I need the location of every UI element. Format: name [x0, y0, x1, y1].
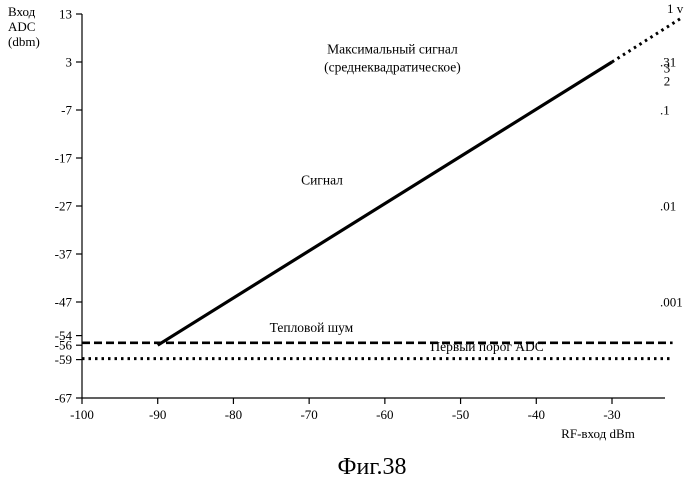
y-tick-label: -59 [55, 352, 72, 367]
y-axis-title-line: Вход [8, 4, 36, 19]
annotation-label: Максимальный сигнал [327, 41, 458, 56]
annotations: Максимальный сигнал (среднеквадратическое… [270, 41, 544, 354]
right-scale-label: .001 [660, 295, 683, 310]
y-tick-label: -56 [55, 338, 73, 353]
x-axis-ticks: -100 -90 -80 -70 -60 -50 -40 -30 [70, 398, 621, 422]
right-scale-label: .01 [660, 199, 676, 214]
x-tick-label: -90 [149, 407, 166, 422]
y-tick-label: -37 [55, 247, 73, 262]
y-tick-label: -47 [55, 295, 73, 310]
y-tick-label: 13 [59, 7, 72, 22]
x-tick-label: -100 [70, 407, 94, 422]
x-tick-label: -60 [376, 407, 393, 422]
x-tick-label: -40 [528, 407, 545, 422]
y-tick-label: 3 [66, 55, 73, 70]
right-scale-labels: 1 v.3132.1.01.001 [660, 1, 684, 310]
right-scale-label: .1 [660, 103, 670, 118]
y-tick-label: -17 [55, 151, 73, 166]
right-scale-label: 1 v [667, 1, 684, 16]
y-axis-title-line: ADC [8, 19, 35, 34]
annotation-label: Сигнал [301, 172, 343, 187]
x-tick-label: -80 [225, 407, 242, 422]
series-line-solid-0 [158, 62, 612, 345]
x-tick-label: -70 [300, 407, 317, 422]
annotation-label: (среднеквадратическое) [324, 60, 461, 75]
y-tick-label: -7 [61, 103, 72, 118]
annotation-label: Первый порог ADC [430, 339, 543, 354]
x-tick-label: -50 [452, 407, 469, 422]
x-tick-label: -30 [603, 407, 620, 422]
annotation-label: Тепловой шум [270, 320, 354, 335]
y-axis-ticks: 133-7-17-27-37-47-54-56-59-67 [55, 7, 82, 406]
figure-caption: Фиг.38 [338, 454, 407, 480]
y-tick-label: -27 [55, 199, 73, 214]
y-axis-title: ВходADC(dbm) [8, 4, 40, 49]
y-tick-label: -67 [55, 391, 73, 406]
y-axis-title-line: (dbm) [8, 34, 40, 49]
x-axis-title: RF-вход dBm [561, 426, 635, 441]
right-scale-label: 2 [664, 73, 671, 88]
